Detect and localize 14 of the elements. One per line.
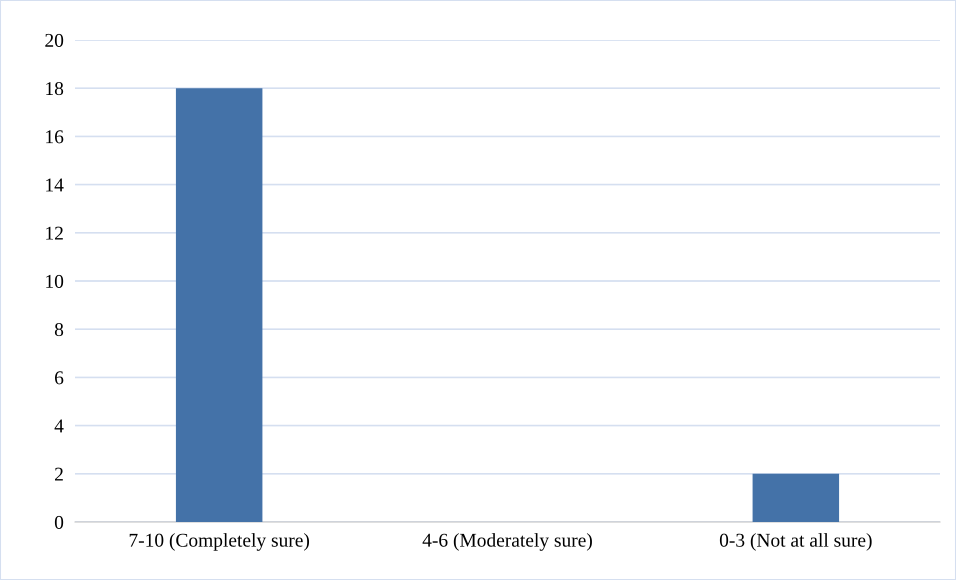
y-tick-label: 12 <box>46 226 63 240</box>
y-tick-label: 4 <box>54 420 64 432</box>
x-tick-label: 0-3 (Not at all sure) <box>720 533 872 551</box>
y-tick-label: 0 <box>54 516 64 529</box>
y-tick-label: 14 <box>46 178 64 192</box>
y-tick-label: 6 <box>55 371 64 384</box>
x-tick-label: 4-6 (Moderately sure) <box>422 533 592 551</box>
y-tick-label: 2 <box>55 468 63 481</box>
y-tick-label: 20 <box>45 34 64 47</box>
y-tick-label: 8 <box>54 323 64 336</box>
x-tick-label: 7-10 (Completely sure) <box>130 533 310 551</box>
y-tick-label: 18 <box>46 82 64 96</box>
y-tick-label: 10 <box>46 274 64 288</box>
y-tick-label: 16 <box>46 130 64 144</box>
